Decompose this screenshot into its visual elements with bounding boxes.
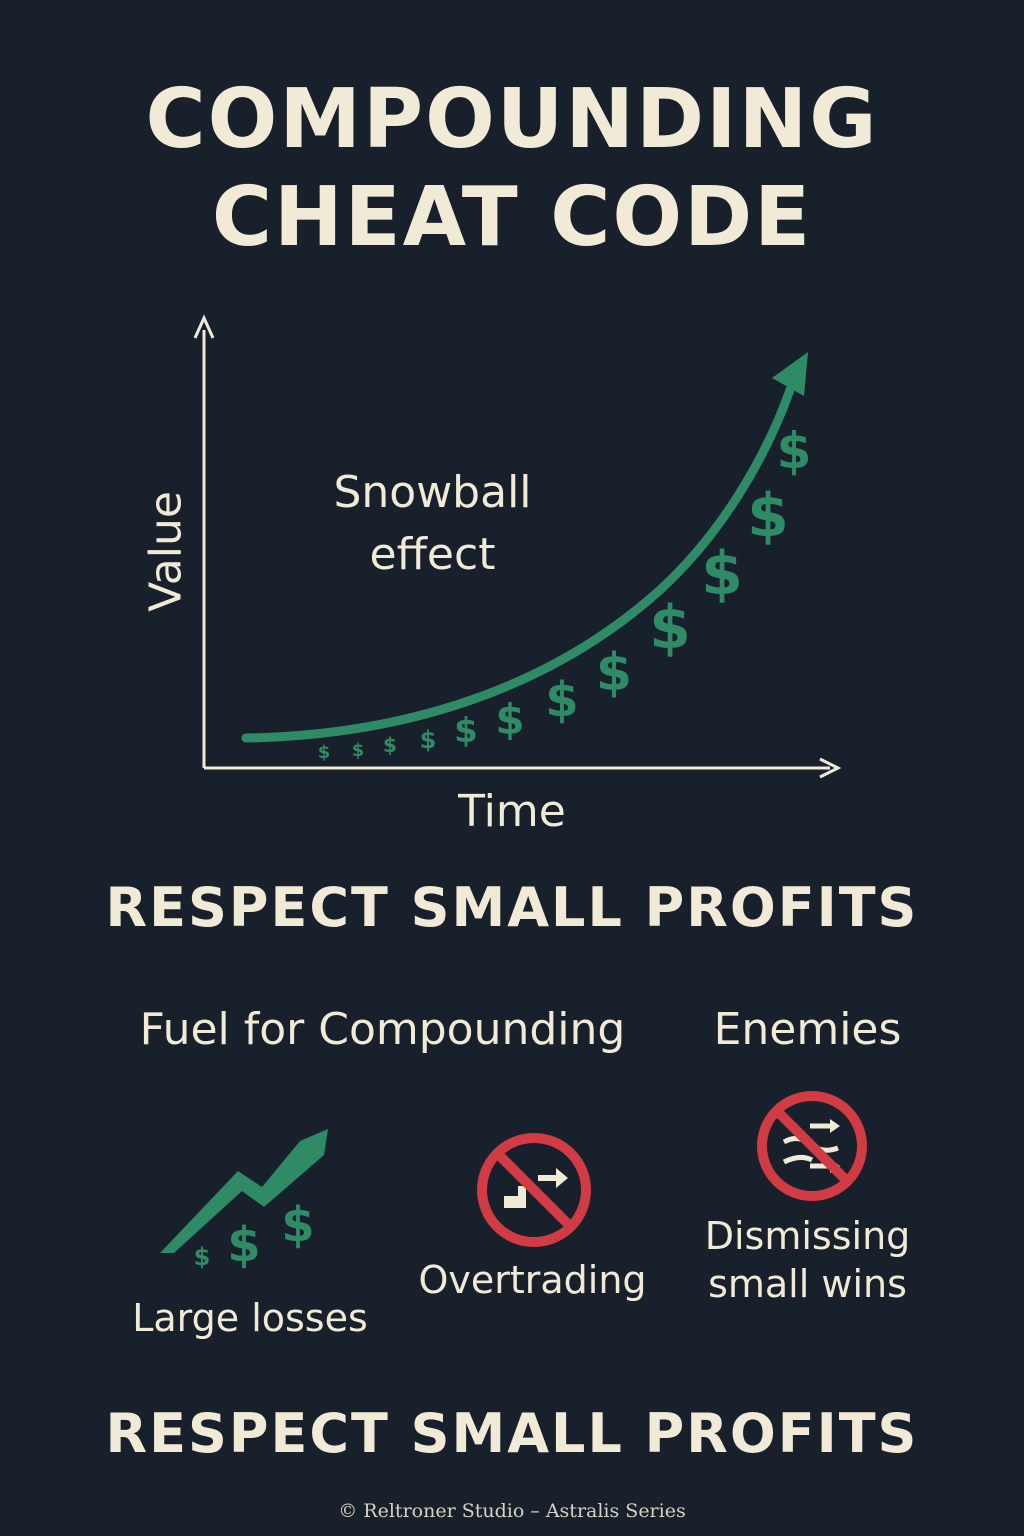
growth-curve-arrowhead	[772, 352, 808, 396]
item-label-dismissing-small-wins: Dismissing small wins	[690, 1212, 925, 1308]
dollar-mark-8: $	[596, 643, 632, 703]
dollar-mark-6: $	[495, 695, 524, 744]
title-line-1: COMPOUNDING	[145, 72, 879, 167]
column-fuel-heading: Fuel for Compounding	[139, 1004, 626, 1055]
dollar-mark-7: $	[545, 672, 578, 728]
rising-dollars-icon: $ $ $	[160, 1129, 328, 1273]
dollar-mark-1: $	[318, 742, 331, 763]
no-overtrading-icon	[477, 1133, 591, 1247]
column-enemies-heading: Enemies	[713, 1004, 902, 1055]
y-axis-label: Value	[140, 491, 192, 612]
dollar-medium: $	[227, 1217, 260, 1273]
item-label-overtrading: Overtrading	[418, 1258, 647, 1302]
item-label-large-losses: Large losses	[132, 1296, 368, 1340]
item-label-line-2: small wins	[708, 1262, 907, 1306]
item-label-line-1: Dismissing	[704, 1214, 911, 1258]
x-axis-label: Time	[458, 786, 566, 837]
annotation-line-1: Snowball	[333, 467, 532, 518]
dollar-mark-5: $	[454, 711, 478, 751]
heading-respect-small-profits: RESPECT SMALL PROFITS	[105, 876, 919, 939]
x-axis-arrow	[819, 757, 842, 779]
dollar-mark-2: $	[352, 740, 365, 761]
footer-credit: © Reltroner Studio – Astralis Series	[338, 1500, 686, 1522]
dollar-mark-3: $	[383, 733, 397, 757]
rising-zigzag-arrow	[160, 1129, 328, 1253]
growth-curve	[241, 385, 795, 743]
dollar-marks: $ $ $ $ $ $ $ $$$$$	[318, 422, 812, 763]
title-line-2: CHEAT CODE	[211, 170, 813, 265]
dollar-mark-12: $	[777, 422, 812, 480]
dollar-mark-11: $	[747, 481, 789, 551]
dollar-mark-10: $	[701, 539, 743, 609]
snowball-chart: $ $ $ $ $ $ $ $$$$$	[193, 314, 842, 779]
dollar-small: $	[194, 1243, 211, 1271]
dollar-large: $	[281, 1197, 314, 1253]
annotation-line-2: effect	[369, 529, 496, 580]
chart-annotation: Snowball effect	[300, 462, 565, 586]
heading-respect-small-profits-bottom: RESPECT SMALL PROFITS	[105, 1402, 919, 1465]
dollar-mark-4: $	[420, 726, 437, 754]
dollar-mark-9: $	[649, 593, 691, 663]
y-axis-arrow	[193, 314, 215, 339]
no-dismissing-icon	[757, 1091, 867, 1201]
